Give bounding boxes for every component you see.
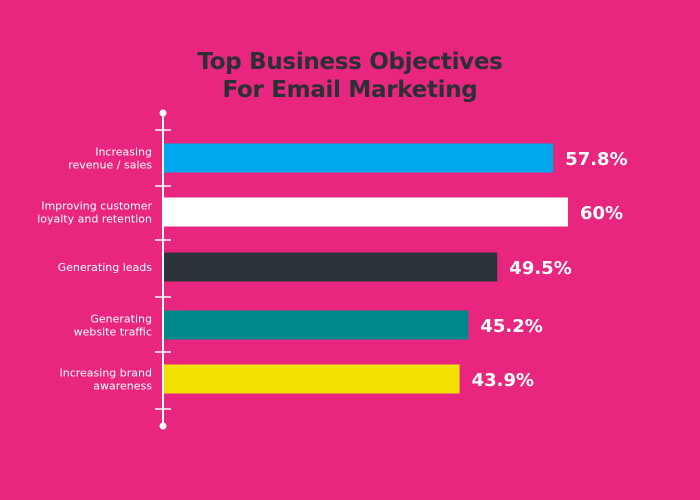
bar xyxy=(164,197,568,227)
category-label-line: Improving customer xyxy=(41,200,152,213)
category-label-line: awareness xyxy=(93,380,152,393)
chart-title-line-2: For Email Marketing xyxy=(222,77,478,103)
category-label-line: revenue / sales xyxy=(68,159,152,172)
category-label: Generating website traffic xyxy=(74,313,152,339)
y-axis xyxy=(155,109,171,430)
y-axis-top-dot xyxy=(159,109,167,117)
category-labels: Increasing revenue / sales Improving custo… xyxy=(37,146,152,393)
bars xyxy=(164,143,568,394)
category-label-line: Increasing brand xyxy=(60,367,153,380)
value-label: 57.8% xyxy=(565,149,627,170)
category-label-line: Generating xyxy=(90,313,152,326)
value-label: 49.5% xyxy=(509,258,571,279)
bar xyxy=(164,143,554,173)
bar xyxy=(164,252,498,282)
bar xyxy=(164,364,460,394)
category-label-line: loyalty and retention xyxy=(37,213,152,226)
category-label-line: Generating leads xyxy=(58,261,153,274)
category-label-line: website traffic xyxy=(74,326,152,339)
value-labels: 57.8% 60% 49.5% 45.2% 43.9% xyxy=(472,149,628,391)
value-label: 43.9% xyxy=(472,370,534,391)
bar xyxy=(164,310,469,340)
category-label: Increasing brand awareness xyxy=(60,367,153,393)
chart-title: Top Business Objectives For Email Market… xyxy=(0,48,700,104)
category-label-line: Increasing xyxy=(95,146,152,159)
value-label: 60% xyxy=(580,203,623,224)
category-label: Increasing revenue / sales xyxy=(68,146,152,172)
chart-title-line-1: Top Business Objectives xyxy=(197,49,503,75)
category-label: Improving customer loyalty and retention xyxy=(37,200,152,226)
category-label: Generating leads xyxy=(58,261,153,274)
value-label: 45.2% xyxy=(480,316,542,337)
y-axis-bottom-dot xyxy=(159,422,167,430)
